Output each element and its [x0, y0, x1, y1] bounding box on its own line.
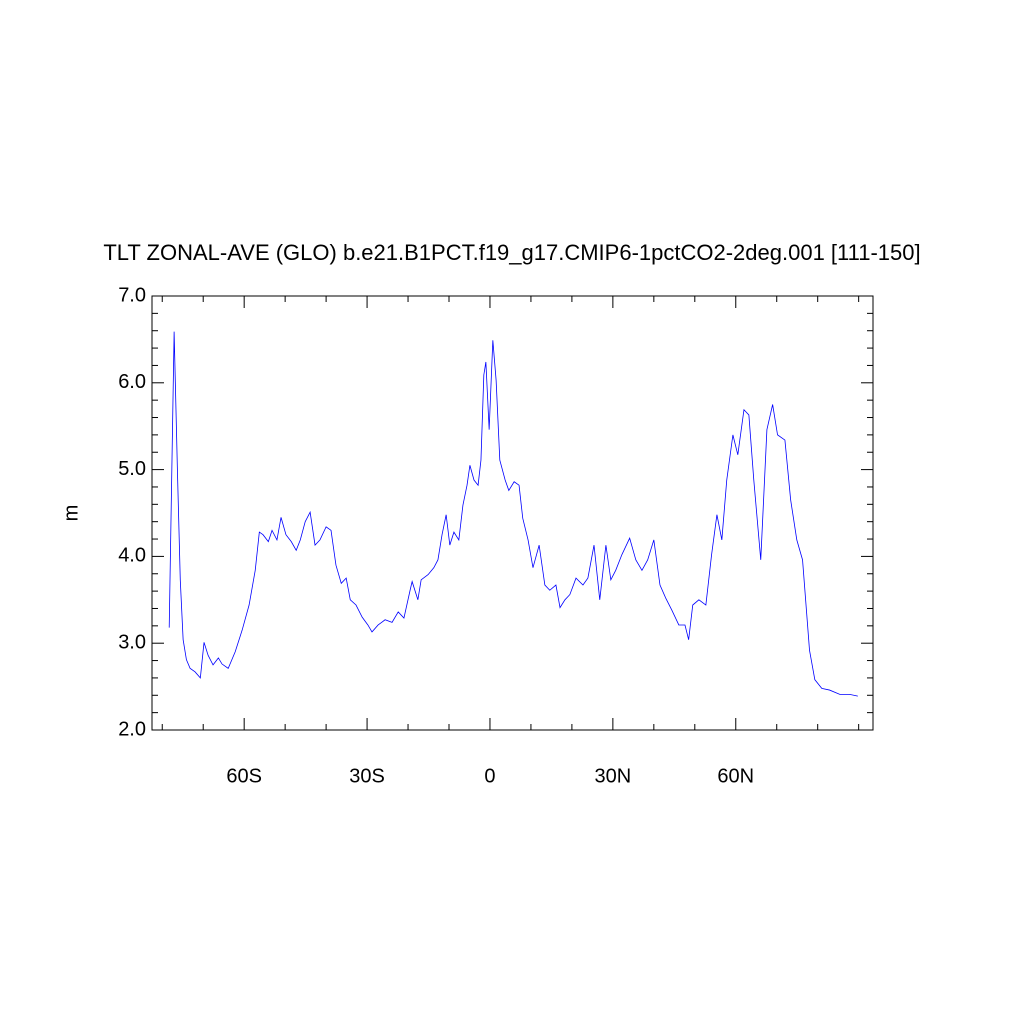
x-tick-label: 60N — [717, 765, 754, 787]
x-tick-label: 60S — [226, 765, 262, 787]
y-tick-label: 6.0 — [118, 371, 146, 393]
y-tick-label: 4.0 — [118, 545, 146, 567]
chart-title: TLT ZONAL-AVE (GLO) b.e21.B1PCT.f19_g17.… — [103, 240, 920, 265]
y-tick-label: 3.0 — [118, 631, 146, 653]
x-tick-label: 0 — [484, 765, 495, 787]
y-tick-label: 2.0 — [118, 718, 146, 740]
y-axis-label: m — [60, 505, 82, 522]
plot-frame — [151, 295, 874, 731]
x-tick-label: 30N — [595, 765, 632, 787]
data-line — [168, 331, 858, 697]
y-tick-label: 7.0 — [118, 284, 146, 306]
y-tick-label: 5.0 — [118, 458, 146, 480]
x-tick-label: 30S — [349, 765, 385, 787]
